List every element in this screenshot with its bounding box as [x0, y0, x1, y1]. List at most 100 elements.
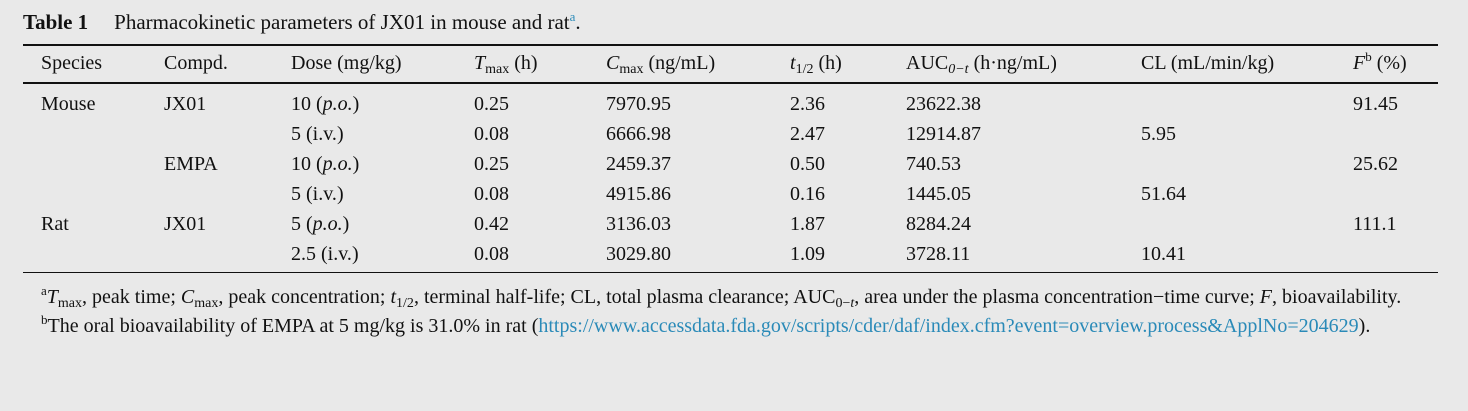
dose-value: 2.5 [291, 243, 316, 265]
footnote-b-text: The oral bioavailability of EMPA at 5 mg… [47, 315, 539, 337]
cell-auc: 23622.38 [906, 93, 981, 115]
footnote-b: bThe oral bioavailability of EMPA at 5 m… [23, 312, 1438, 341]
table-row: EMPA 10 (p.o.) 0.25 2459.37 0.50 740.53 25.62 [23, 153, 1438, 183]
header-main: Compd. [164, 52, 228, 74]
cell-cmax: 6666.98 [606, 123, 671, 145]
column-header: CL (mL/min/kg) [1141, 52, 1274, 75]
header-row: Species Compd. Dose (mg/kg) Tmax (h) Cmax (n… [23, 50, 1438, 82]
header-rule [23, 82, 1438, 84]
cell-t-half: 2.36 [790, 93, 825, 115]
cell-f: 91.45 [1353, 93, 1398, 115]
cell-f: 111.1 [1353, 213, 1397, 235]
table-label: Table 1 [23, 10, 89, 34]
header-main: t [790, 52, 796, 74]
table-row: Mouse JX01 10 (p.o.) 0.25 7970.95 2.36 23622.3… [23, 93, 1438, 123]
cell-tmax: 0.25 [474, 93, 509, 115]
cell-compd: JX01 [164, 213, 207, 235]
route: i.v. [327, 243, 352, 265]
table-row: 2.5 (i.v.) 0.08 3029.80 1.09 3728.11 10.41 [23, 243, 1438, 273]
column-header: t1/2 (h) [790, 52, 842, 77]
header-main: AUC [906, 52, 949, 74]
column-header: Tmax (h) [474, 52, 538, 77]
footnote-b-end: ). [1358, 315, 1371, 337]
dose-value: 5 [291, 213, 301, 235]
column-header: Dose (mg/kg) [291, 52, 402, 75]
column-header: Species [41, 52, 102, 75]
footnote-a-text: Tmax, peak time; Cmax, peak concentratio… [46, 286, 1402, 311]
cell-compd: EMPA [164, 153, 218, 175]
cell-t-half: 1.09 [790, 243, 825, 265]
footnote-a-link[interactable]: a [569, 9, 576, 24]
cell-cl: 5.95 [1141, 123, 1176, 145]
route: i.v. [312, 123, 337, 145]
dose-value: 5 [291, 123, 301, 145]
header-main: C [606, 52, 620, 74]
cell-t-half: 2.47 [790, 123, 825, 145]
cell-tmax: 0.08 [474, 123, 509, 145]
table-caption: Table 1 Pharmacokinetic parameters of JX0… [23, 10, 581, 35]
header-unit: (h) [509, 52, 538, 74]
cell-cmax: 3136.03 [606, 213, 671, 235]
cell-f: 25.62 [1353, 153, 1398, 175]
header-main: CL (mL/min/kg) [1141, 52, 1275, 74]
header-subscript: 1/2 [795, 62, 814, 77]
header-subscript: max [485, 62, 510, 77]
cell-tmax: 0.25 [474, 153, 509, 175]
dose-value: 5 [291, 183, 301, 205]
dose-value: 10 [291, 153, 311, 175]
cell-dose: 5 (i.v.) [291, 123, 344, 145]
cell-auc: 1445.05 [906, 183, 971, 205]
caption-text: Pharmacokinetic parameters of JX01 in mo… [114, 10, 570, 34]
cell-cl: 51.64 [1141, 183, 1186, 205]
top-rule [23, 44, 1438, 46]
cell-tmax: 0.08 [474, 183, 509, 205]
route: i.v. [312, 183, 337, 205]
cell-t-half: 0.50 [790, 153, 825, 175]
cell-cmax: 7970.95 [606, 93, 671, 115]
header-unit: (h) [813, 52, 842, 74]
cell-dose: 10 (p.o.) [291, 153, 360, 175]
column-header: AUC0−t (h·ng/mL) [906, 52, 1057, 77]
cell-species: Rat [41, 213, 69, 235]
cell-cl: 10.41 [1141, 243, 1186, 265]
dose-value: 10 [291, 93, 311, 115]
header-unit: (ng/mL) [643, 52, 716, 74]
cell-cmax: 3029.80 [606, 243, 671, 265]
cell-species: Mouse [41, 93, 96, 115]
cell-tmax: 0.42 [474, 213, 509, 235]
cell-auc: 3728.11 [906, 243, 971, 265]
route: p.o. [322, 93, 353, 115]
bottom-rule [23, 272, 1438, 273]
footnote-a: aTmax, peak time; Cmax, peak concentrati… [23, 283, 1438, 312]
route: p.o. [312, 213, 343, 235]
cell-tmax: 0.08 [474, 243, 509, 265]
cell-t-half: 0.16 [790, 183, 825, 205]
cell-dose: 5 (p.o.) [291, 213, 350, 235]
header-main: Dose (mg/kg) [291, 52, 402, 74]
header-unit: (h·ng/mL) [968, 52, 1057, 74]
table-figure: Table 1 Pharmacokinetic parameters of JX0… [23, 0, 1438, 411]
caption-end: . [575, 10, 581, 34]
header-main: F [1353, 52, 1366, 74]
header-main: Species [41, 52, 103, 74]
cell-compd: JX01 [164, 93, 207, 115]
fda-link[interactable]: https://www.accessdata.fda.gov/scripts/c… [538, 315, 1359, 337]
cell-cmax: 2459.37 [606, 153, 671, 175]
table-row: 5 (i.v.) 0.08 4915.86 0.16 1445.05 51.64 [23, 183, 1438, 213]
cell-auc: 740.53 [906, 153, 961, 175]
header-main: T [474, 52, 486, 74]
cell-dose: 10 (p.o.) [291, 93, 360, 115]
column-header: Cmax (ng/mL) [606, 52, 716, 77]
column-header: Compd. [164, 52, 228, 75]
cell-cmax: 4915.86 [606, 183, 671, 205]
header-unit: (%) [1371, 52, 1407, 74]
header-subscript: max [619, 62, 644, 77]
cell-dose: 5 (i.v.) [291, 183, 344, 205]
footnote-a-mark: a [41, 283, 47, 298]
header-subscript: 0−t [948, 62, 969, 77]
cell-auc: 12914.87 [906, 123, 981, 145]
cell-auc: 8284.24 [906, 213, 971, 235]
route: p.o. [322, 153, 353, 175]
cell-dose: 2.5 (i.v.) [291, 243, 359, 265]
table-row: 5 (i.v.) 0.08 6666.98 2.47 12914.87 5.95 [23, 123, 1438, 153]
